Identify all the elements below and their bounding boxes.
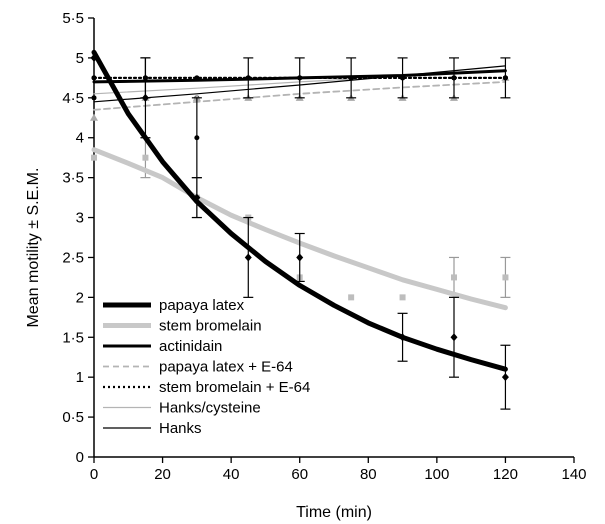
data-point	[91, 154, 97, 161]
y-tick-label: 0	[76, 449, 84, 466]
legend-label: Hanks/cysteine	[159, 400, 261, 417]
data-point	[91, 95, 97, 101]
series-line	[91, 49, 508, 372]
data-point	[296, 253, 304, 262]
x-tick-label: 140	[561, 466, 586, 483]
data-point	[451, 274, 457, 281]
x-tick-label: 40	[223, 466, 240, 483]
legend-label: actinidain	[159, 338, 222, 355]
legend: papaya latex stem bromelain actinidain papa…	[103, 297, 310, 437]
axes: 0 0·5 1 1·5 2 2·5 3 3·5 4 4·5 5 5·5 0 20 40 60 80 100 120 1…	[62, 10, 586, 483]
series-0	[90, 49, 511, 410]
data-point	[502, 75, 508, 81]
data-point	[194, 135, 200, 141]
y-tick-label: 1	[76, 369, 84, 386]
data-point	[244, 253, 252, 262]
series-2	[91, 57, 511, 179]
legend-label: papaya latex	[159, 297, 245, 314]
data-point	[501, 373, 509, 382]
series-line	[92, 69, 507, 84]
y-tick-label: 1·5	[62, 329, 84, 346]
y-tick-label: 3·5	[62, 170, 84, 187]
y-tick-label: 4·5	[62, 90, 84, 107]
data-point	[141, 93, 149, 102]
series-layer	[90, 49, 511, 410]
y-tick-label: 5·5	[62, 10, 84, 27]
legend-label: Hanks	[159, 420, 202, 437]
series-1	[91, 137, 511, 311]
x-tick-label: 60	[291, 466, 308, 483]
x-tick-label: 0	[90, 466, 98, 483]
data-point	[399, 294, 406, 301]
y-tick-label: 3	[76, 210, 84, 227]
y-tick-label: 0·5	[62, 409, 84, 426]
x-tick-label: 80	[360, 466, 377, 483]
data-point	[502, 274, 509, 281]
legend-label: papaya latex + E-64	[159, 359, 293, 376]
legend-label: stem bromelain + E-64	[159, 379, 310, 396]
data-point	[91, 75, 97, 81]
x-tick-label: 20	[154, 466, 171, 483]
data-point	[142, 154, 149, 161]
data-point	[348, 294, 355, 301]
legend-label: stem bromelain	[159, 318, 262, 335]
y-tick-label: 4	[76, 130, 84, 147]
y-tick-label: 2·5	[62, 249, 84, 266]
x-tick-label: 100	[424, 466, 449, 483]
data-point	[451, 75, 457, 81]
data-point	[450, 333, 458, 342]
x-axis-title: Time (min)	[296, 504, 372, 521]
data-point	[90, 113, 98, 121]
y-tick-label: 5	[76, 50, 84, 67]
x-tick-label: 120	[493, 466, 518, 483]
y-axis-title: Mean motility ± S.E.M.	[25, 168, 42, 328]
y-tick-label: 2	[76, 289, 84, 306]
